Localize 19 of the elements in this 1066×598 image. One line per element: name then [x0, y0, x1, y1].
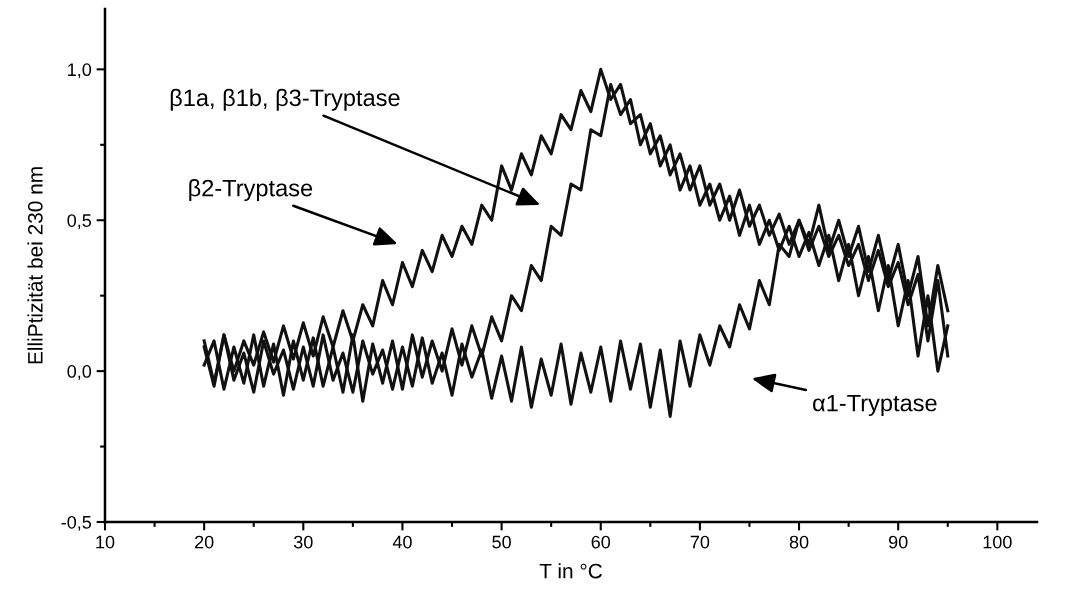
y-tick-label: -0,5 — [61, 515, 92, 531]
x-tick-label: 40 — [392, 535, 412, 549]
y-tick-label: 0,5 — [67, 214, 92, 230]
x-tick-label: 90 — [889, 535, 908, 549]
x-tick-label: 100 — [983, 535, 1012, 549]
x-tick-label: 10 — [96, 535, 115, 549]
y-tick-label: 0,0 — [67, 365, 92, 380]
x-axis-title: T in °C — [539, 563, 602, 579]
x-tick-label: 50 — [492, 535, 511, 549]
annotation: β1a, β1b, β3-Tryptase — [170, 88, 400, 111]
y-tick-label: 1,0 — [68, 63, 92, 79]
x-tick-label: 80 — [789, 535, 809, 549]
annotation: β2-Tryptase — [189, 179, 313, 202]
x-tick-label: 60 — [591, 535, 611, 549]
x-tick-label: 70 — [690, 535, 710, 549]
x-tick-label: 20 — [195, 535, 214, 549]
x-tick-label: 30 — [293, 535, 313, 549]
y-axis-title: ElliPtizität bei 230 nm — [27, 167, 43, 364]
annotation: α1-Tryptase — [813, 394, 937, 417]
